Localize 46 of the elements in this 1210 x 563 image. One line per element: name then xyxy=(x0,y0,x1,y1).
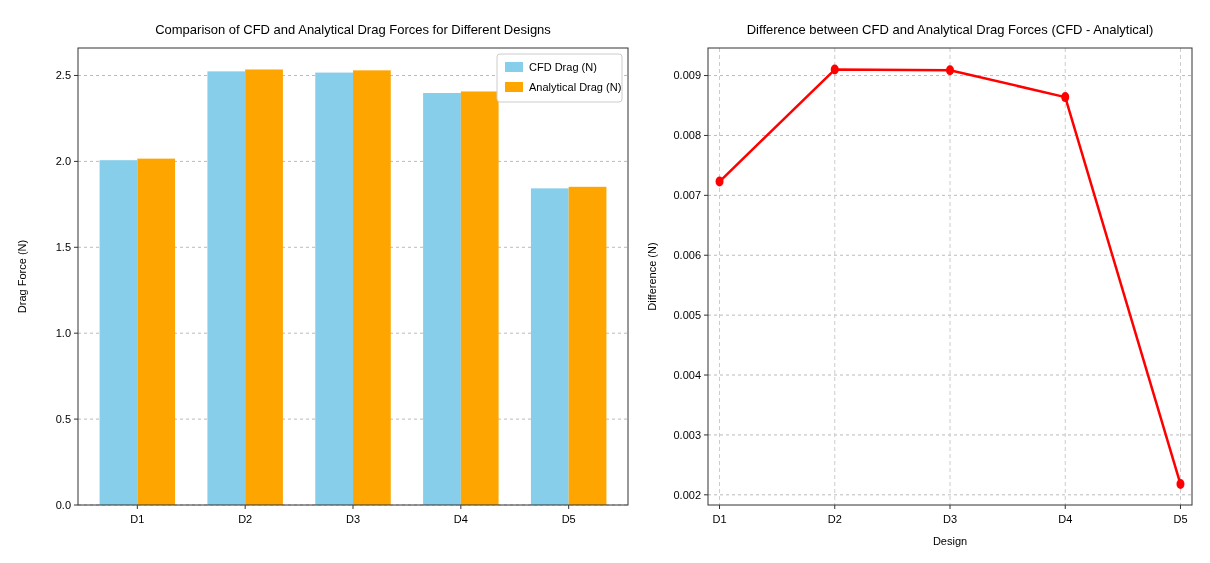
x-tick-label: D3 xyxy=(942,513,958,525)
x-tick-label: D4 xyxy=(453,513,468,525)
legend-label: CFD Drag (N) xyxy=(529,61,597,73)
bar xyxy=(460,91,499,505)
x-tick-label: D3 xyxy=(345,513,361,525)
legend-label: Analytical Drag (N) xyxy=(529,81,622,93)
point xyxy=(1176,479,1185,490)
chart-title: Difference between CFD and Analytical Drag Forces (CFD - Analytical) xyxy=(746,22,1154,37)
point xyxy=(1061,92,1070,103)
y-tick-label: 1.0 xyxy=(55,327,71,340)
x-tick-label: D2 xyxy=(827,513,842,525)
y-axis-title: Drag Force (N) xyxy=(16,239,28,314)
x-axis-title: Design xyxy=(932,535,968,547)
y-tick-label: 2.5 xyxy=(55,69,71,82)
point xyxy=(946,65,954,76)
x-tick-label: D2 xyxy=(238,513,253,525)
y-tick-label: 0.007 xyxy=(673,189,701,202)
x-tick-label: D4 xyxy=(1058,513,1073,525)
y-tick-label: 0.004 xyxy=(673,368,701,381)
y-tick-label: 0.005 xyxy=(673,308,701,321)
y-tick-label: 0.008 xyxy=(673,129,701,142)
y-tick-label: 0.5 xyxy=(55,412,71,425)
bar xyxy=(423,93,461,505)
bar xyxy=(353,70,391,505)
bar xyxy=(530,188,569,505)
x-tick-label: D5 xyxy=(561,513,576,525)
y-tick-label: 1.5 xyxy=(55,241,71,254)
bar xyxy=(99,160,138,505)
x-tick-label: D1 xyxy=(712,513,727,525)
y-tick-label: 0.009 xyxy=(673,69,701,82)
y-tick-label: 0.006 xyxy=(673,249,701,262)
y-tick-label: 0.0 xyxy=(55,498,71,511)
bar xyxy=(568,186,607,505)
chart-title: Comparison of CFD and Analytical Drag Forces for Different Designs xyxy=(155,22,552,37)
y-tick-label: 0.003 xyxy=(673,428,701,441)
point xyxy=(715,176,724,187)
y-axis-title: Difference (N) xyxy=(646,242,658,311)
y-tick-label: 0.002 xyxy=(673,488,701,501)
x-tick-label: D5 xyxy=(1173,513,1188,525)
bar xyxy=(245,69,283,505)
bar xyxy=(207,71,246,505)
point xyxy=(830,64,839,75)
bar xyxy=(315,72,353,505)
bar xyxy=(137,158,176,505)
y-tick-label: 2.0 xyxy=(55,155,71,168)
x-tick-label: D1 xyxy=(130,513,145,525)
